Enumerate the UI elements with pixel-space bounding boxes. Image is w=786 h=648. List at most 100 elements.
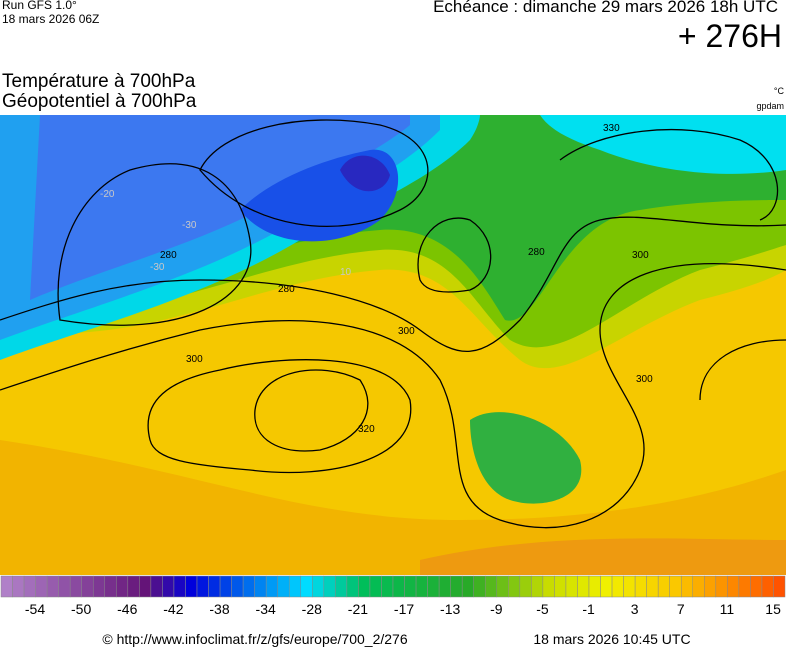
colorbar-label: -9 <box>490 601 503 617</box>
colorbar-swatch <box>415 575 428 598</box>
colorbar-label: -17 <box>394 601 414 617</box>
colorbar-label: -50 <box>71 601 91 617</box>
colorbar-swatch <box>265 575 278 598</box>
colorbar-swatch <box>565 575 578 598</box>
contour-label: 280 <box>160 250 177 261</box>
colorbar <box>0 575 786 598</box>
colorbar-label: -5 <box>536 601 549 617</box>
colorbar-swatch <box>300 575 313 598</box>
colorbar-swatch <box>46 575 59 598</box>
field-temperature: Température à 700hPa <box>2 71 196 92</box>
valid-time: Echéance : dimanche 29 mars 2026 18h UTC <box>433 0 778 16</box>
colorbar-swatch <box>358 575 371 598</box>
colorbar-label: 11 <box>720 601 735 617</box>
colorbar-swatch <box>162 575 175 598</box>
colorbar-label: -13 <box>440 601 460 617</box>
colorbar-swatch <box>196 575 209 598</box>
colorbar-swatch <box>438 575 451 598</box>
contour-label: 280 <box>278 284 295 295</box>
colorbar-label: -34 <box>256 601 276 617</box>
colorbar-swatch <box>750 575 763 598</box>
colorbar-swatch <box>208 575 221 598</box>
contour-label: 300 <box>636 374 653 385</box>
colorbar-swatch <box>427 575 440 598</box>
colorbar-label: -1 <box>582 601 595 617</box>
geopotential-unit: gpdam <box>756 101 784 111</box>
contour-label: -30 <box>150 262 165 273</box>
colorbar-swatch <box>23 575 36 598</box>
colorbar-swatch <box>554 575 567 598</box>
colorbar-swatch <box>773 575 786 598</box>
field-geopotential: Géopotentiel à 700hPa <box>2 91 197 112</box>
colorbar-swatch <box>577 575 590 598</box>
contour-label: -20 <box>100 189 115 200</box>
contour-label: 280 <box>528 247 545 258</box>
colorbar-swatch <box>150 575 163 598</box>
contour-label: 300 <box>632 250 649 261</box>
colorbar-swatch <box>473 575 486 598</box>
colorbar-swatch <box>496 575 509 598</box>
temperature-unit: °C <box>773 86 784 96</box>
colorbar-swatch <box>219 575 232 598</box>
colorbar-swatch <box>715 575 728 598</box>
colorbar-swatch <box>381 575 394 598</box>
colorbar-swatch <box>680 575 694 598</box>
run-date: 18 mars 2026 06Z <box>2 12 100 26</box>
colorbar-swatch <box>611 575 624 598</box>
colorbar-swatch <box>346 575 359 598</box>
footer-url: © http://www.infoclimat.fr/z/gfs/europe/… <box>102 631 407 647</box>
colorbar-swatch <box>335 575 348 598</box>
colorbar-label: -38 <box>209 601 229 617</box>
colorbar-swatch <box>242 575 255 598</box>
colorbar-swatch <box>634 575 647 598</box>
colorbar-swatch <box>692 575 705 598</box>
colorbar-swatch <box>254 575 267 598</box>
contour-label: 10 <box>340 267 352 278</box>
colorbar-swatch <box>312 575 325 598</box>
colorbar-swatch <box>12 575 25 598</box>
colorbar-swatch <box>657 575 670 598</box>
colorbar-swatch <box>277 575 290 598</box>
run-label: Run GFS 1.0° <box>2 0 77 12</box>
colorbar-label: -42 <box>163 601 183 617</box>
colorbar-swatch <box>669 575 682 598</box>
colorbar-swatch <box>323 575 336 598</box>
colorbar-label: 15 <box>765 601 781 617</box>
colorbar-swatch <box>404 575 417 598</box>
colorbar-label: -28 <box>302 601 322 617</box>
colorbar-swatch <box>139 575 152 598</box>
colorbar-swatch <box>461 575 474 598</box>
colorbar-swatch <box>127 575 140 598</box>
colorbar-swatch <box>727 575 740 598</box>
colorbar-swatch <box>185 575 198 598</box>
lead-time: + 276H <box>677 18 782 54</box>
colorbar-swatch <box>173 575 186 598</box>
colorbar-swatch <box>392 575 405 598</box>
colorbar-labels: -54 -50 -46 -42 -38 -34 -28 -21 -17 -13 -9 -5 -1 3 7 11… <box>25 601 781 617</box>
colorbar-swatch <box>588 575 601 598</box>
colorbar-swatch <box>104 575 117 598</box>
colorbar-swatch <box>116 575 129 598</box>
colorbar-label: -46 <box>117 601 137 617</box>
colorbar-swatch <box>92 575 106 598</box>
contour-label: 330 <box>603 123 620 134</box>
colorbar-swatch <box>646 575 659 598</box>
colorbar-swatch <box>450 575 463 598</box>
colorbar-label: -21 <box>348 601 368 617</box>
contour-label: 300 <box>186 354 203 365</box>
colorbar-swatch <box>761 575 774 598</box>
colorbar-swatch <box>508 575 521 598</box>
colorbar-swatch <box>600 575 613 598</box>
colorbar-swatch <box>369 575 382 598</box>
colorbar-swatch <box>81 575 94 598</box>
colorbar-label: 7 <box>677 601 685 617</box>
colorbar-swatch <box>623 575 636 598</box>
colorbar-label: -54 <box>25 601 45 617</box>
colorbar-swatch <box>69 575 82 598</box>
colorbar-swatch <box>519 575 532 598</box>
geopotential-contours <box>0 119 786 529</box>
contour-label: 320 <box>358 424 375 435</box>
colorbar-swatch <box>58 575 71 598</box>
